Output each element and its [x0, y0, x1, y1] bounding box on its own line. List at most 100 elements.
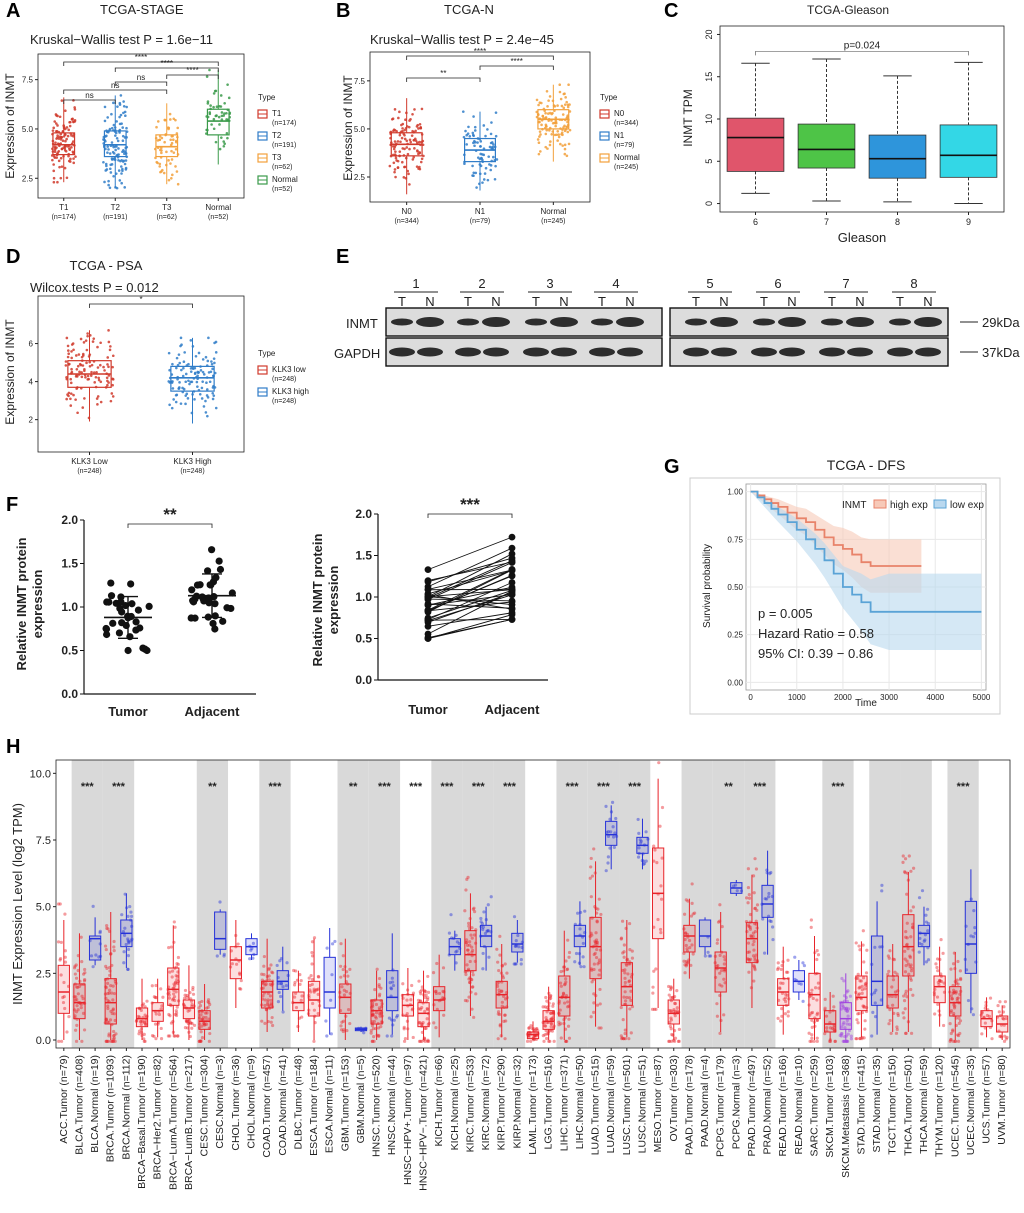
legend-label-A: T1 — [272, 109, 282, 118]
data-point-h — [733, 883, 738, 887]
data-point-A — [112, 145, 115, 149]
test-label-b: Kruskal−Wallis test P = 2.4e−45 — [370, 32, 554, 47]
data-point-h — [324, 1019, 328, 1023]
data-point-B — [484, 166, 488, 170]
data-point-h — [683, 931, 688, 936]
data-point-h — [486, 903, 490, 907]
blot-band — [914, 317, 942, 327]
data-point-h — [416, 998, 421, 1002]
test-label-d: Wilcox.tests P = 0.012 — [30, 280, 159, 295]
data-point-h — [390, 1034, 394, 1038]
data-point-B — [549, 140, 552, 143]
data-point-h — [863, 987, 867, 991]
data-point-h — [592, 992, 596, 996]
data-point-h — [746, 867, 750, 871]
data-point-D — [198, 392, 202, 396]
x-tick-label-h: KIRP.Tumor (n=290) — [496, 1055, 508, 1150]
data-point-h — [622, 995, 626, 999]
data-point-h — [858, 985, 862, 989]
data-point-h — [342, 1028, 346, 1032]
data-point-D — [171, 387, 175, 390]
panel-label-h: H — [6, 736, 21, 758]
data-point-h — [564, 994, 569, 998]
data-point-A — [121, 134, 125, 138]
data-point-h — [168, 970, 172, 974]
data-point-h — [298, 982, 302, 986]
data-point-h — [174, 1009, 178, 1013]
data-point-h — [105, 924, 109, 928]
data-point-h — [550, 1016, 554, 1021]
blot-size-label: 37kDa — [982, 345, 1020, 360]
data-point-B — [547, 99, 550, 102]
data-point-h — [620, 1036, 624, 1040]
x-tick-label-c: 7 — [824, 217, 829, 227]
data-point-h — [316, 1011, 320, 1016]
data-point-D — [212, 357, 216, 360]
data-point-B — [395, 130, 398, 133]
x-tick-label-g: 4000 — [926, 693, 944, 702]
bracket-a-label: ns — [85, 91, 93, 100]
data-point-h — [348, 967, 352, 971]
data-point-h — [637, 831, 641, 836]
data-point-h — [573, 960, 577, 964]
data-point-D — [86, 332, 89, 335]
data-point-h — [188, 1021, 193, 1025]
data-point-h — [545, 1006, 549, 1010]
data-point-h — [659, 931, 663, 935]
data-point-A — [167, 159, 170, 162]
data-point-A — [172, 151, 176, 154]
data-point-h — [558, 981, 563, 985]
data-point-h — [785, 993, 790, 997]
data-point-h — [745, 896, 749, 900]
data-point-D — [74, 398, 77, 401]
data-point-D — [181, 374, 185, 378]
data-point-h — [454, 961, 458, 965]
data-point-h — [926, 958, 931, 962]
data-point-h — [519, 958, 523, 962]
data-point-h — [566, 1005, 570, 1009]
data-point-h — [200, 1017, 205, 1021]
data-point-A — [112, 101, 115, 105]
data-point-h — [593, 951, 597, 955]
data-point-A — [65, 176, 69, 180]
bracket-b — [479, 65, 554, 70]
data-point-h — [470, 1007, 474, 1011]
data-point-h — [238, 972, 242, 976]
data-point-B — [403, 137, 407, 141]
data-point-B — [413, 147, 416, 150]
data-point-D — [196, 370, 199, 374]
data-point-h — [203, 1011, 208, 1015]
data-point-h — [496, 1037, 500, 1041]
data-point-B — [472, 134, 475, 138]
data-point-h — [199, 1039, 203, 1043]
data-point-h — [857, 992, 862, 996]
data-point-A — [222, 144, 226, 148]
data-point-h — [589, 1015, 593, 1019]
data-point-h — [747, 924, 751, 929]
data-point-h — [563, 1001, 567, 1005]
data-point-f1 — [107, 592, 116, 600]
data-point-h — [595, 1003, 600, 1007]
data-point-h — [606, 855, 610, 859]
paired-line-f2 — [427, 594, 513, 610]
data-point-h — [106, 998, 110, 1003]
data-point-B — [472, 174, 475, 178]
data-point-h — [341, 1029, 345, 1034]
data-point-h — [815, 1011, 820, 1015]
data-point-h — [485, 929, 489, 933]
data-point-D — [66, 344, 70, 348]
data-point-D — [179, 336, 183, 340]
data-point-D — [214, 406, 218, 410]
data-point-h — [735, 889, 739, 893]
data-point-h — [793, 955, 797, 959]
data-point-f1 — [188, 586, 196, 594]
data-point-A — [108, 152, 112, 155]
data-point-h — [832, 1005, 836, 1009]
data-point-h — [566, 1024, 571, 1028]
data-point-h — [636, 817, 640, 822]
data-point-h — [683, 971, 687, 975]
data-point-A — [112, 123, 116, 127]
significance-h: *** — [81, 781, 95, 793]
data-point-h — [860, 984, 864, 988]
data-point-h — [623, 976, 627, 980]
